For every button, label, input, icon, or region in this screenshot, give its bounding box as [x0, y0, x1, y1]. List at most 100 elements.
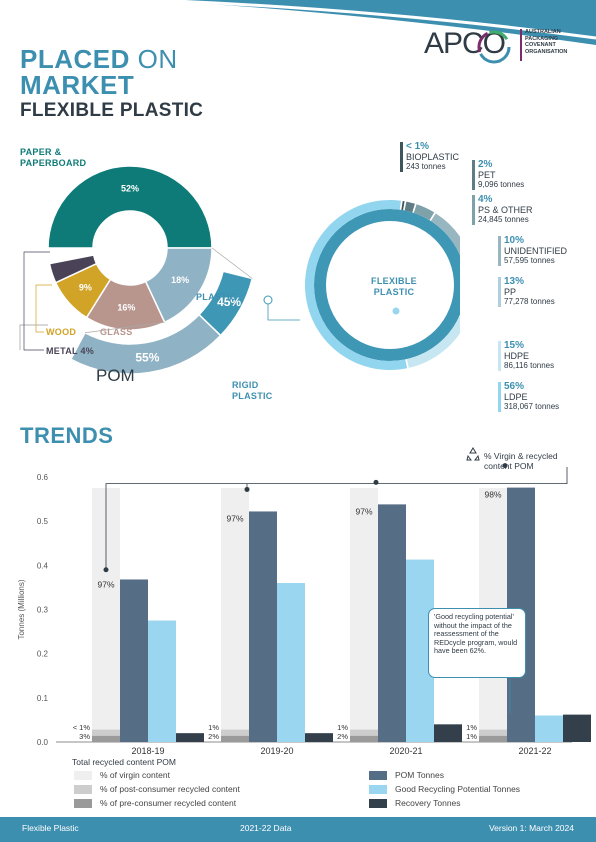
- pre-consumer-bar: [350, 735, 378, 742]
- footer-right: Version 1: March 2024: [488, 823, 574, 833]
- flexible-slice: [404, 201, 415, 213]
- pre-consumer-bar: [92, 735, 120, 742]
- legend-swatch: [369, 770, 387, 780]
- legend-swatch: [369, 784, 387, 794]
- leader-line: [23, 251, 50, 351]
- recycled-label: 2%: [337, 732, 348, 741]
- category-label: 2018-19: [131, 746, 164, 756]
- y-tick-label: 0.1: [37, 694, 49, 703]
- flexible-label-bar: [498, 382, 501, 412]
- flexible-inner-ring: [314, 209, 460, 361]
- trends-heading: TRENDS: [20, 423, 114, 448]
- flexible-label-bar: [472, 160, 475, 190]
- plastic-split-label: 45%: [217, 295, 241, 309]
- metal-label: METAL 4%: [46, 346, 95, 356]
- pom-slice-label: 16%: [117, 302, 135, 312]
- y-tick-label: 0.6: [37, 473, 49, 482]
- total-recycled-label: Total recycled content POM: [72, 757, 176, 767]
- virgin-connector: [105, 467, 568, 570]
- series-bar: [378, 504, 406, 742]
- flexible-label-bar: [498, 236, 501, 266]
- flexible-slice: [413, 204, 435, 221]
- category-label: 2019-20: [260, 746, 293, 756]
- virgin-marker: [373, 479, 379, 485]
- apco-logo: APCO AUSTRALIAN PACKAGING COVENANT ORGAN…: [424, 24, 584, 68]
- y-axis-label: Tonnes (Millions): [17, 579, 26, 639]
- connector-line: [84, 321, 165, 334]
- flexible-label: 4% PS & OTHER 24,845 tonnes: [478, 194, 533, 225]
- series-bar: [434, 724, 462, 742]
- recycled-label: 1%: [208, 723, 219, 732]
- post-consumer-bar: [92, 729, 120, 736]
- pom-slice-label: 9%: [79, 282, 92, 292]
- legend-swatch: [369, 798, 387, 808]
- plastic-split-label: 55%: [135, 351, 159, 365]
- page-subtitle: FLEXIBLE PLASTIC: [20, 100, 204, 121]
- connector-line: [211, 247, 253, 279]
- post-consumer-bar: [350, 729, 378, 736]
- category-label: 2020-21: [389, 746, 422, 756]
- flexible-slice: [401, 200, 405, 211]
- virgin-label: 98%: [484, 490, 501, 500]
- y-tick-label: 0.2: [37, 650, 49, 659]
- logo-subtitle: AUSTRALIAN PACKAGING COVENANT ORGANISATI…: [525, 29, 568, 55]
- virgin-label: 97%: [355, 506, 372, 516]
- legend-pom-tonnes: POM Tonnes: [369, 770, 444, 780]
- marker-dot: [263, 295, 273, 305]
- y-tick-label: 0.0: [37, 738, 49, 747]
- post-consumer-bar: [221, 729, 249, 736]
- plastic-split-slice: [69, 313, 222, 375]
- y-tick-label: 0.4: [37, 561, 49, 570]
- virgin-content-bar: [221, 488, 249, 742]
- virgin-marker: [502, 463, 508, 469]
- trends-bar-chart: 0.0 0.1 0.2 0.3 0.4 0.5 0.6 Tonnes (Millions) 97…: [17, 463, 591, 756]
- rigid-plastic-label: RIGID PLASTIC: [232, 380, 273, 401]
- legend-swatch: [74, 798, 92, 808]
- callout-note: 'Good recycling potential' without the i…: [428, 608, 526, 678]
- flexible-label: 2% PET 9,096 tonnes: [478, 159, 525, 190]
- legend-virgin: % of virgin content: [74, 770, 170, 780]
- post-consumer-bar: [479, 729, 507, 736]
- recycled-label: 1%: [337, 723, 348, 732]
- recycled-label: 3%: [79, 732, 90, 741]
- legend-pre-consumer: % of pre-consumer recycled content: [74, 798, 236, 808]
- series-bar: [305, 733, 333, 742]
- recycle-note: % Virgin & recycled content POM: [484, 451, 558, 471]
- paper-label: PAPER & PAPERBOARD: [20, 147, 87, 168]
- pom-slice: [48, 254, 98, 284]
- flexible-label: 56% LDPE 318,067 tonnes: [504, 381, 560, 412]
- leader-line: [35, 284, 52, 333]
- legend-swatch: [74, 784, 92, 794]
- recycled-label: < 1%: [73, 723, 91, 732]
- flexible-label: 10% UNIDENTIFIED 57,595 tonnes: [504, 235, 567, 266]
- chart-legend: % of virgin content % of post-consumer r…: [74, 770, 574, 810]
- flexible-label-bar: [498, 341, 501, 371]
- flexible-label-bar: [498, 277, 501, 307]
- recycled-label: 2%: [208, 732, 219, 741]
- marker-dot: [391, 306, 401, 316]
- connector-line: [267, 304, 300, 321]
- footer-left: Flexible Plastic: [22, 823, 79, 833]
- wood-label: WOOD: [46, 327, 77, 337]
- flexible-label: 13% PP 77,278 tonnes: [504, 276, 555, 307]
- recycled-label: 1%: [466, 723, 477, 732]
- footer-bar: Flexible Plastic 2021-22 Data Version 1:…: [0, 817, 596, 842]
- series-bar: [148, 620, 176, 742]
- legend-swatch: [74, 770, 92, 780]
- pom-slice: [47, 165, 213, 249]
- recycle-icon: [466, 447, 480, 461]
- y-tick-label: 0.5: [37, 517, 49, 526]
- flexible-label: 15% HDPE 86,116 tonnes: [504, 340, 555, 371]
- logo-ring-icon: [477, 30, 511, 64]
- flexible-label-bar: [472, 195, 475, 225]
- virgin-label: 97%: [226, 513, 243, 523]
- pre-consumer-bar: [221, 735, 249, 742]
- flexible-label: < 1% BIOPLASTIC 243 tonnes: [406, 141, 460, 172]
- pom-heading: POM: [96, 366, 135, 385]
- series-bar: [563, 714, 591, 742]
- series-bar: [249, 511, 277, 742]
- category-label: 2021-22: [518, 746, 551, 756]
- series-bar: [277, 583, 305, 742]
- pom-slice-label: 52%: [121, 184, 139, 194]
- plastic-label: PLASTIC: [196, 292, 237, 302]
